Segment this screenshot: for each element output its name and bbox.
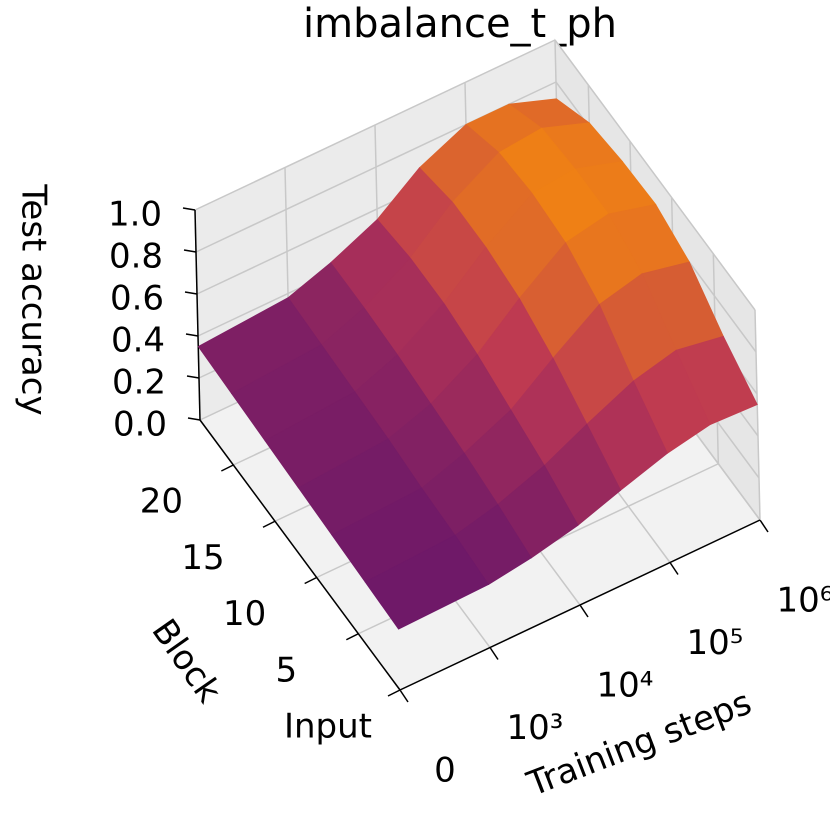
y-tick-label: 15 xyxy=(181,538,224,578)
y-tick xyxy=(262,520,276,528)
z-tick-label: 0.6 xyxy=(110,279,164,319)
z-tick-label: 0.8 xyxy=(109,237,163,277)
y-tick xyxy=(345,633,359,641)
x-tick-label: 10⁶ xyxy=(777,581,830,621)
z-tick xyxy=(186,375,200,379)
x-tick xyxy=(579,604,589,618)
x-tick-label: 10⁵ xyxy=(687,623,744,663)
x-tick xyxy=(399,689,409,703)
surface-face xyxy=(364,534,490,630)
y-tick-label: 5 xyxy=(276,650,298,690)
grid-line xyxy=(554,39,756,311)
z-tick xyxy=(183,249,197,253)
y-tick xyxy=(220,464,234,472)
y-tick-label: Input xyxy=(284,707,372,747)
z-tick xyxy=(182,207,196,211)
z-tick-label: 0.0 xyxy=(113,405,167,445)
axis-line xyxy=(399,519,761,691)
y-tick-label: 20 xyxy=(140,482,183,522)
z-tick-label: 0.2 xyxy=(112,363,166,403)
grid-line xyxy=(754,309,761,521)
z-axis-label: Test accuracy xyxy=(14,183,54,415)
y-tick xyxy=(387,689,401,697)
y-tick xyxy=(304,576,318,585)
grid-line xyxy=(194,39,556,211)
x-tick xyxy=(669,562,679,575)
z-tick-label: 0.4 xyxy=(111,321,165,361)
z-tick xyxy=(184,291,198,295)
y-axis-label: Block xyxy=(143,612,229,711)
chart-title: imbalance_t_ph xyxy=(303,1,617,47)
x-tick-label: 0 xyxy=(434,751,456,791)
z-tick xyxy=(187,417,201,421)
axis-line xyxy=(199,419,401,691)
x-tick-label: 10³ xyxy=(507,708,564,748)
x-tick xyxy=(759,519,769,533)
y-tick-label: 10 xyxy=(223,594,266,634)
x-tick xyxy=(489,647,499,660)
axis-line xyxy=(194,209,201,421)
x-tick-label: 10⁴ xyxy=(597,666,654,706)
z-tick xyxy=(185,333,199,337)
z-tick-label: 1.0 xyxy=(108,195,162,235)
